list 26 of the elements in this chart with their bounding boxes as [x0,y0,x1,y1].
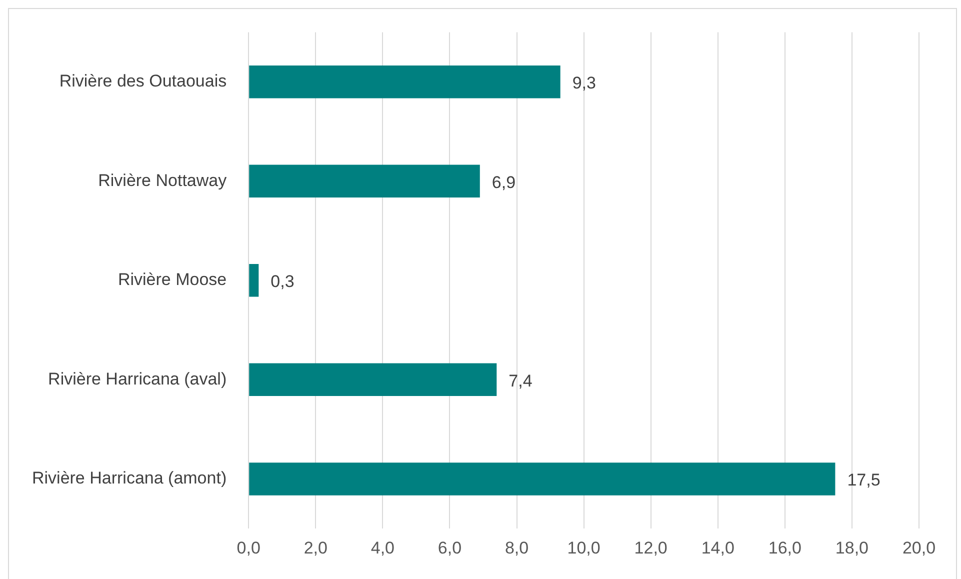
bar [249,65,560,98]
data-label: 0,3 [270,272,294,292]
x-tick-label: 16,0 [768,538,802,558]
x-tick-label: 4,0 [370,538,395,558]
x-tick-label: 6,0 [438,538,462,558]
data-label: 7,4 [508,371,532,390]
data-label: 6,9 [492,172,516,192]
x-tick-label: 0,0 [236,538,260,558]
y-tick-label: Rivière Harricana (amont) [32,468,227,488]
y-tick-label: Rivière Harricana (aval) [48,369,227,388]
bar [249,264,259,297]
x-tick-label: 2,0 [304,538,328,558]
x-tick-label: 14,0 [701,538,734,558]
bar [249,363,497,396]
x-tick-label: 10,0 [567,538,600,558]
bar [249,164,480,198]
y-tick-label: Rivière des Outaouais [59,72,227,91]
x-tick-label: 12,0 [634,538,668,558]
data-label: 9,3 [572,74,596,93]
x-tick-label: 18,0 [835,538,869,558]
x-tick-label: 8,0 [504,538,529,558]
y-tick-label: Rivière Moose [118,270,227,290]
y-tick-label: Rivière Nottaway [98,170,228,190]
x-tick-label: 20,0 [902,538,936,558]
bar [249,462,836,496]
data-label: 17,5 [847,470,880,490]
